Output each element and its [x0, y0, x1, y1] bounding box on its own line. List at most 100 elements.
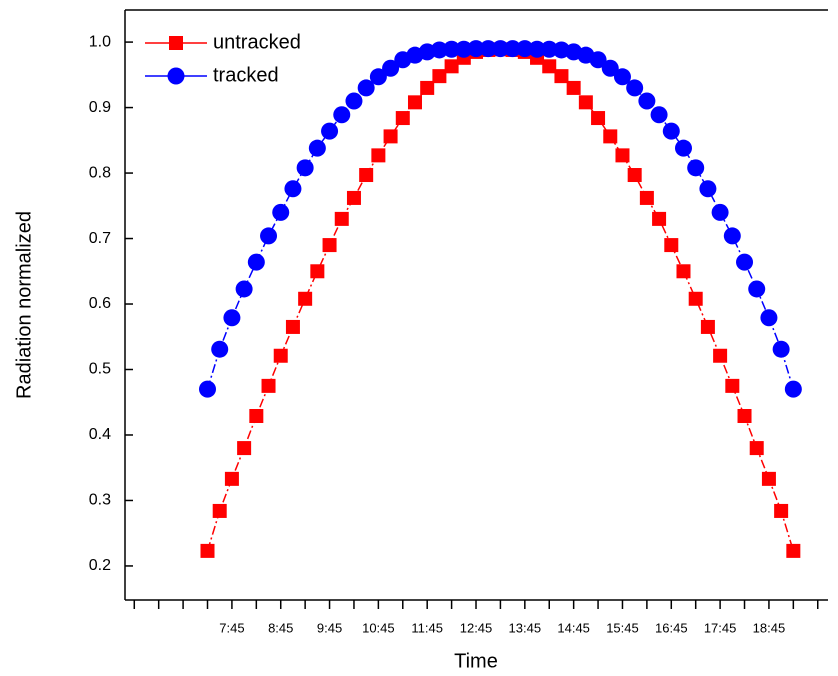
- circle-marker: [479, 40, 497, 58]
- x-tick-label: 11:45: [411, 620, 443, 635]
- square-marker: [688, 291, 703, 306]
- circle-marker: [369, 68, 387, 86]
- series-line: [206, 48, 795, 552]
- y-tick-label: 1.0: [89, 33, 111, 50]
- x-tick-label: 10:45: [362, 620, 395, 635]
- circle-marker: [345, 92, 363, 110]
- square-marker: [298, 291, 313, 306]
- circle-marker: [260, 227, 278, 245]
- square-marker: [261, 378, 276, 393]
- circle-marker: [284, 180, 302, 198]
- square-marker: [627, 168, 642, 183]
- x-tick-label: 16:45: [655, 620, 688, 635]
- y-tick-label: 0.5: [89, 361, 111, 378]
- x-tick-label: 7:45: [219, 620, 244, 635]
- legend-marker: [167, 67, 185, 85]
- square-marker: [346, 190, 361, 205]
- circle-marker: [382, 59, 400, 77]
- square-marker: [737, 408, 752, 423]
- circle-marker: [430, 41, 448, 59]
- square-marker: [407, 95, 422, 110]
- y-tick-label: 0.4: [89, 426, 111, 443]
- x-tick-label: 12:45: [460, 620, 493, 635]
- square-marker: [566, 80, 581, 95]
- circle-marker: [491, 40, 509, 58]
- x-axis-title: Time: [454, 650, 498, 672]
- x-tick-label: 13:45: [509, 620, 542, 635]
- square-marker: [591, 111, 606, 126]
- circle-marker: [223, 309, 241, 327]
- square-marker: [554, 69, 569, 84]
- square-marker: [774, 503, 789, 518]
- square-marker: [420, 80, 435, 95]
- square-marker: [700, 319, 715, 334]
- x-tick-label: 14:45: [557, 620, 590, 635]
- square-marker: [212, 503, 227, 518]
- circle-marker: [467, 40, 485, 58]
- circle-marker: [247, 253, 265, 271]
- y-tick-label: 0.9: [89, 99, 111, 116]
- square-marker: [615, 148, 630, 163]
- square-marker: [444, 59, 459, 74]
- circle-marker: [528, 40, 546, 58]
- x-tick-label: 9:45: [317, 620, 342, 635]
- circle-marker: [443, 40, 461, 58]
- circle-marker: [321, 122, 339, 140]
- y-tick-label: 0.3: [89, 492, 111, 509]
- square-marker: [432, 69, 447, 84]
- square-marker: [664, 238, 679, 253]
- circle-marker: [308, 139, 326, 157]
- circle-marker: [723, 227, 741, 245]
- y-tick-label: 0.2: [89, 557, 111, 574]
- square-marker: [676, 264, 691, 279]
- circle-marker: [711, 203, 729, 221]
- x-tick-label: 18:45: [753, 620, 786, 635]
- circle-marker: [650, 106, 668, 124]
- square-marker: [237, 441, 252, 456]
- x-tick-label: 15:45: [606, 620, 639, 635]
- circle-marker: [272, 203, 290, 221]
- square-marker: [383, 129, 398, 144]
- y-axis-title: Radiation normalized: [13, 211, 35, 399]
- square-marker: [749, 441, 764, 456]
- circle-marker: [784, 380, 802, 398]
- circle-marker: [199, 380, 217, 398]
- square-marker: [652, 211, 667, 226]
- square-marker: [725, 378, 740, 393]
- circle-marker: [601, 59, 619, 77]
- circle-marker: [736, 253, 754, 271]
- circle-marker: [662, 122, 680, 140]
- square-marker: [639, 190, 654, 205]
- circle-marker: [699, 180, 717, 198]
- plot-area: [199, 40, 802, 558]
- circle-marker: [357, 79, 375, 97]
- circle-marker: [613, 68, 631, 86]
- series-line: [206, 47, 795, 390]
- square-marker: [224, 471, 239, 486]
- circle-marker: [748, 280, 766, 298]
- circle-marker: [455, 40, 473, 58]
- square-marker: [603, 129, 618, 144]
- square-marker: [359, 168, 374, 183]
- circle-marker: [235, 280, 253, 298]
- circle-marker: [626, 79, 644, 97]
- square-marker: [371, 148, 386, 163]
- circle-marker: [296, 159, 314, 177]
- x-tick-label: 17:45: [704, 620, 737, 635]
- square-marker: [578, 95, 593, 110]
- y-tick-label: 0.7: [89, 230, 111, 247]
- circle-marker: [638, 92, 656, 110]
- square-marker: [713, 348, 728, 363]
- circle-marker: [760, 309, 778, 327]
- circle-marker: [516, 40, 534, 58]
- circle-marker: [211, 340, 229, 358]
- x-tick-label: 8:45: [268, 620, 293, 635]
- circle-marker: [589, 51, 607, 69]
- square-marker: [395, 111, 410, 126]
- square-marker: [249, 408, 264, 423]
- circle-marker: [687, 159, 705, 177]
- square-marker: [200, 543, 215, 558]
- legend-label: untracked: [213, 31, 301, 53]
- square-marker: [285, 319, 300, 334]
